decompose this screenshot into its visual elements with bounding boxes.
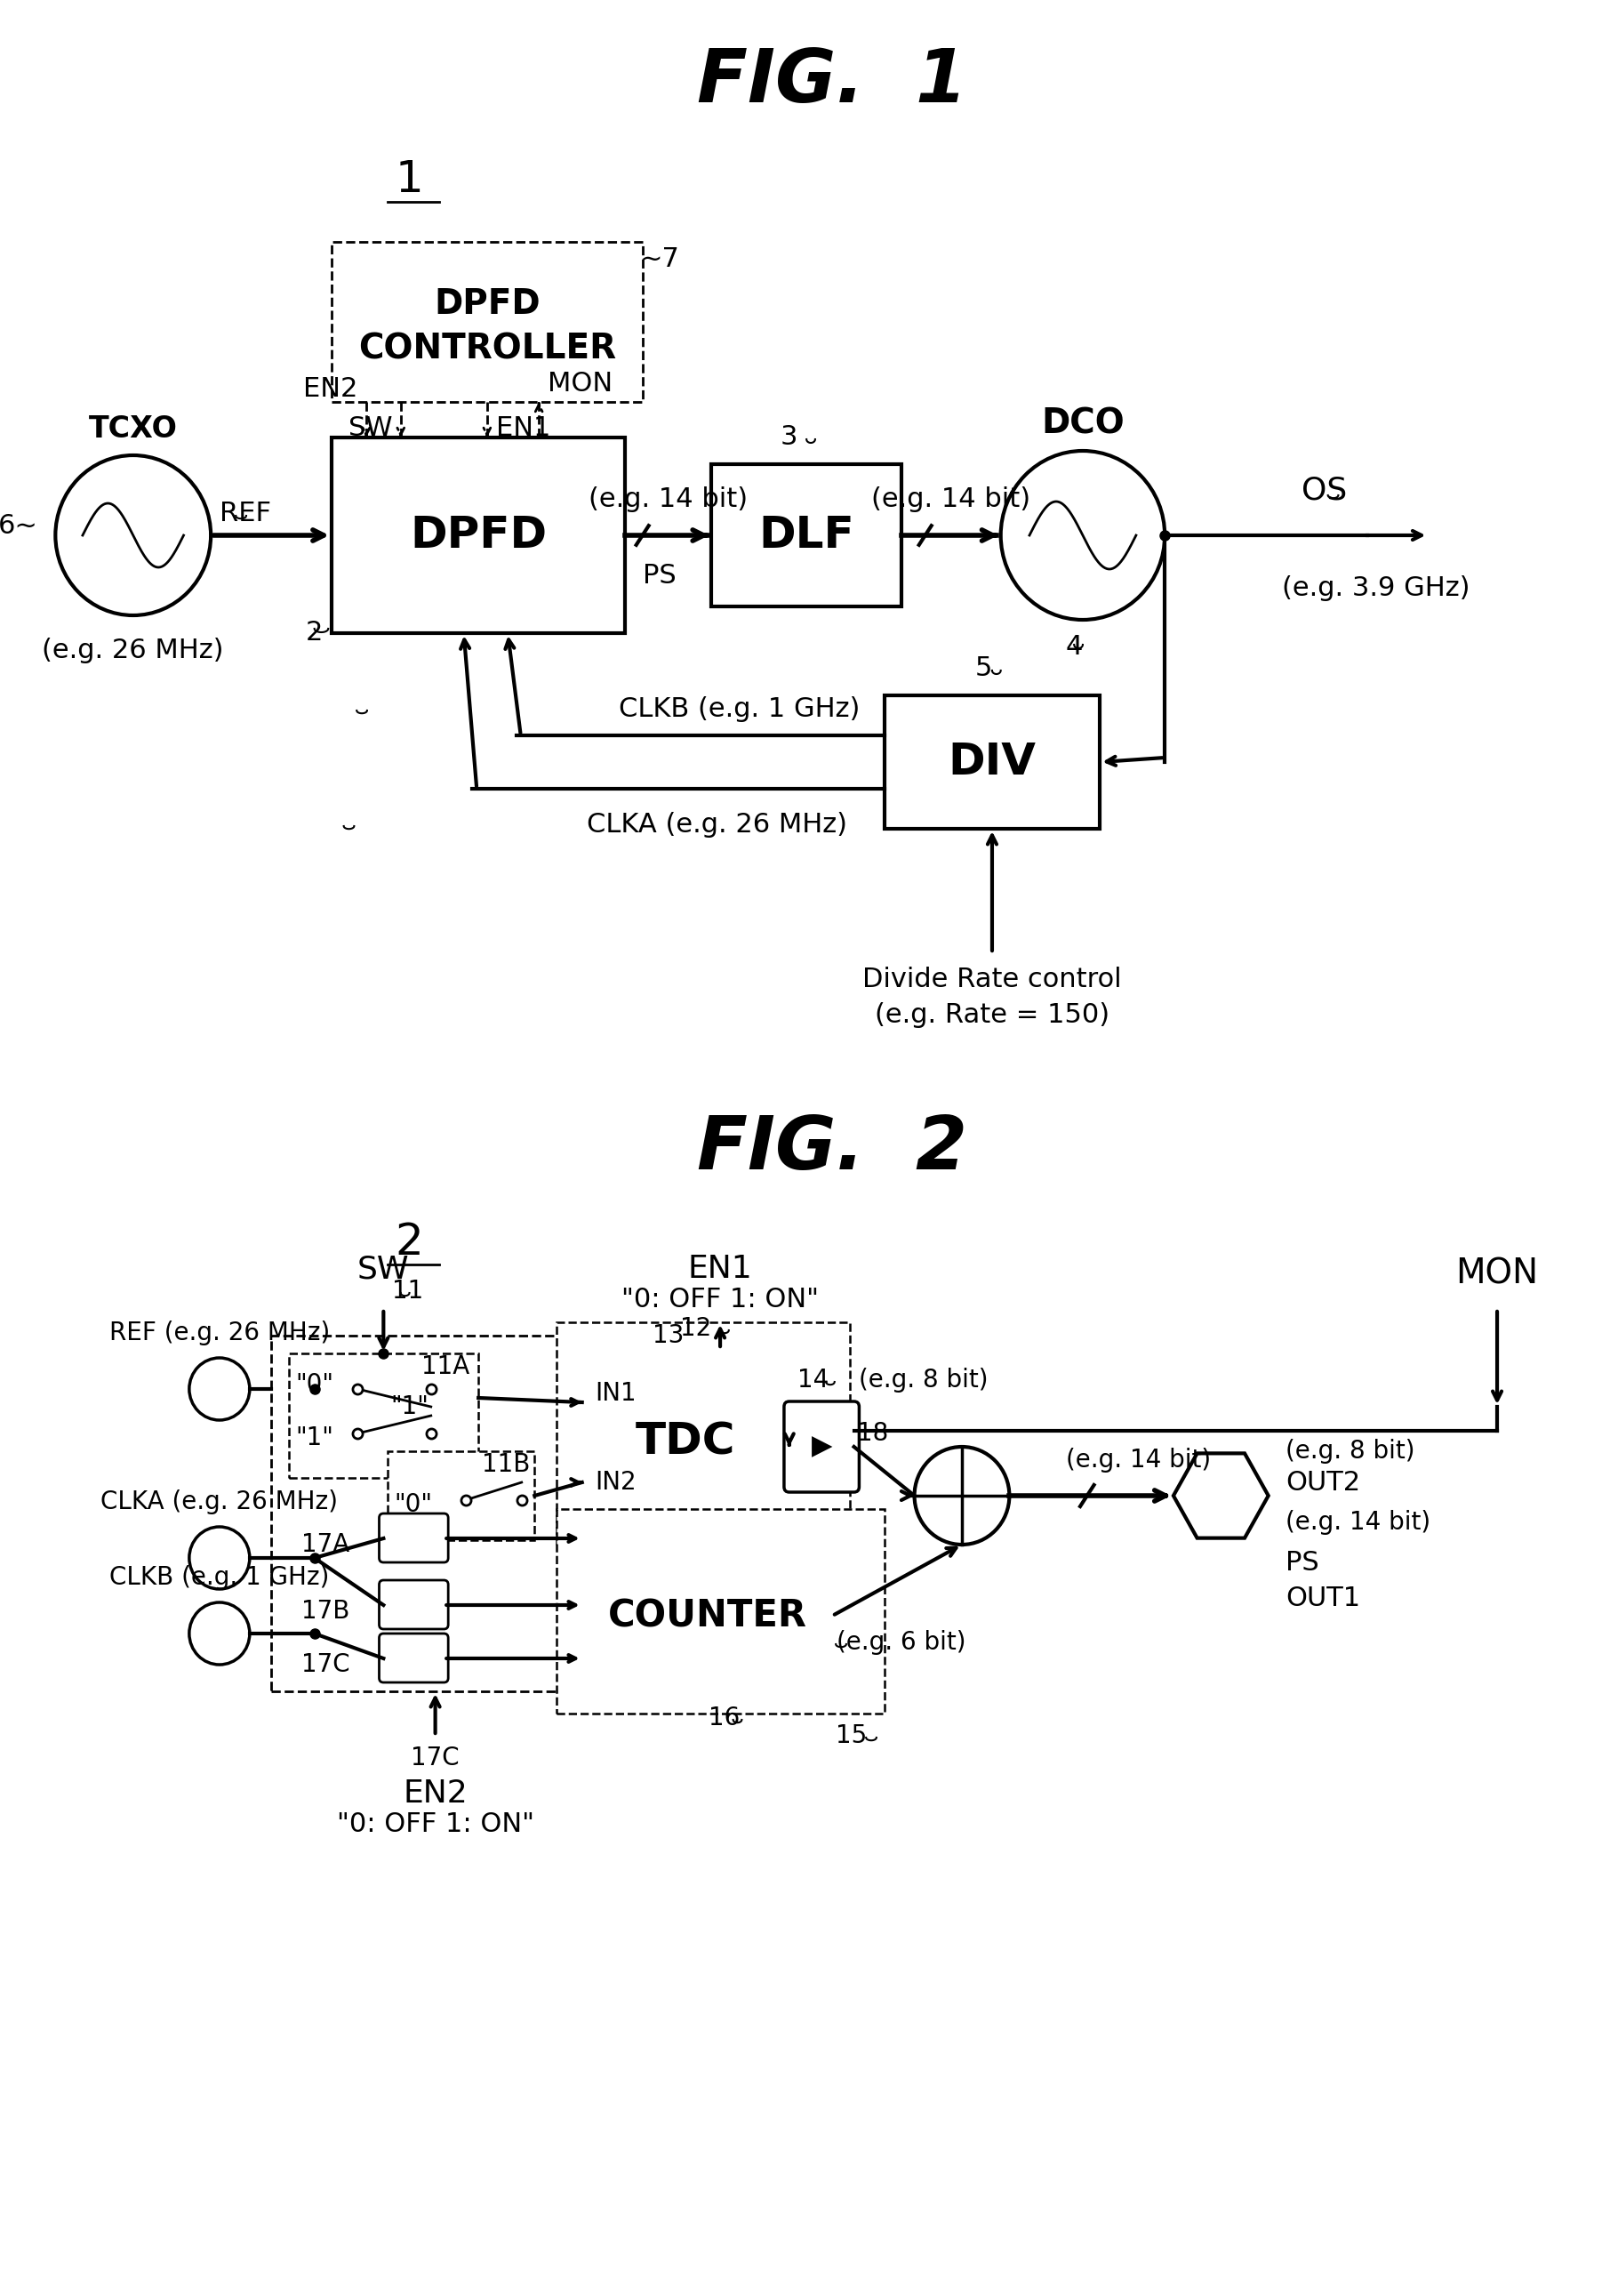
FancyBboxPatch shape — [332, 439, 625, 634]
Text: (e.g. 14 bit): (e.g. 14 bit) — [589, 487, 748, 512]
Text: CLKA (e.g. 26 MHz): CLKA (e.g. 26 MHz) — [587, 810, 848, 838]
Circle shape — [914, 1446, 1010, 1545]
Text: COUNTER: COUNTER — [608, 1598, 807, 1635]
Text: 5: 5 — [976, 657, 992, 682]
Text: 3: 3 — [780, 425, 798, 450]
Text: SW: SW — [358, 1254, 409, 1283]
Text: IN2: IN2 — [595, 1469, 636, 1495]
FancyBboxPatch shape — [785, 1401, 859, 1492]
Text: CONTROLLER: CONTROLLER — [358, 331, 616, 365]
Circle shape — [189, 1527, 249, 1589]
FancyBboxPatch shape — [388, 1451, 534, 1541]
FancyBboxPatch shape — [272, 1336, 634, 1692]
FancyBboxPatch shape — [557, 1322, 849, 1545]
Text: EN1: EN1 — [495, 416, 550, 441]
Text: (e.g. 3.9 GHz): (e.g. 3.9 GHz) — [1281, 576, 1471, 602]
Text: "1": "1" — [390, 1394, 429, 1419]
Text: CLKA (e.g. 26 MHz): CLKA (e.g. 26 MHz) — [100, 1490, 338, 1515]
Text: (e.g. 14 bit): (e.g. 14 bit) — [1066, 1449, 1212, 1472]
Text: (e.g. Rate = 150): (e.g. Rate = 150) — [875, 1003, 1110, 1029]
Text: 17A: 17A — [301, 1531, 349, 1557]
Text: EN2: EN2 — [303, 377, 358, 402]
Text: 2: 2 — [395, 1221, 424, 1263]
Text: 17C: 17C — [301, 1653, 349, 1676]
Text: 6~: 6~ — [0, 514, 39, 540]
FancyBboxPatch shape — [557, 1508, 883, 1713]
Text: MON: MON — [547, 372, 613, 397]
Text: CLKB (e.g. 1 GHz): CLKB (e.g. 1 GHz) — [618, 696, 859, 721]
Text: PS: PS — [1286, 1550, 1319, 1575]
Text: (e.g. 6 bit): (e.g. 6 bit) — [837, 1630, 966, 1655]
Text: 13: 13 — [652, 1322, 684, 1348]
Text: 11A: 11A — [422, 1355, 469, 1380]
Text: OUT2: OUT2 — [1286, 1469, 1361, 1495]
Text: FIG.  2: FIG. 2 — [697, 1114, 968, 1185]
Text: "0: OFF 1: ON": "0: OFF 1: ON" — [337, 1812, 534, 1837]
Circle shape — [1002, 450, 1165, 620]
Text: DPFD: DPFD — [409, 514, 547, 556]
Text: (e.g. 14 bit): (e.g. 14 bit) — [1286, 1511, 1430, 1534]
Text: TDC: TDC — [636, 1421, 736, 1463]
Text: DIV: DIV — [948, 742, 1036, 783]
Text: IN1: IN1 — [595, 1380, 636, 1405]
Text: FIG.  1: FIG. 1 — [697, 46, 968, 117]
Text: REF: REF — [220, 501, 272, 526]
Text: CLKB (e.g. 1 GHz): CLKB (e.g. 1 GHz) — [110, 1566, 330, 1589]
FancyBboxPatch shape — [883, 696, 1100, 829]
FancyBboxPatch shape — [288, 1352, 479, 1479]
Text: "0: OFF 1: ON": "0: OFF 1: ON" — [621, 1288, 819, 1313]
Text: 14: 14 — [798, 1368, 828, 1394]
Text: 18: 18 — [858, 1421, 888, 1446]
Circle shape — [55, 455, 210, 615]
Text: 11B: 11B — [482, 1451, 531, 1476]
Text: 17C: 17C — [411, 1745, 460, 1770]
Text: 4: 4 — [1066, 634, 1082, 659]
FancyBboxPatch shape — [582, 1362, 790, 1522]
Text: 16: 16 — [709, 1706, 739, 1731]
Text: Divide Rate control: Divide Rate control — [862, 967, 1121, 992]
Text: DCO: DCO — [1040, 406, 1125, 441]
Text: (e.g. 26 MHz): (e.g. 26 MHz) — [42, 638, 223, 664]
Text: "1": "1" — [296, 1426, 333, 1451]
Text: (e.g. 14 bit): (e.g. 14 bit) — [872, 487, 1031, 512]
Text: 15: 15 — [835, 1724, 867, 1747]
FancyBboxPatch shape — [332, 241, 642, 402]
Text: (e.g. 8 bit): (e.g. 8 bit) — [859, 1368, 987, 1394]
Text: ▶: ▶ — [811, 1435, 832, 1460]
FancyBboxPatch shape — [379, 1580, 448, 1630]
FancyBboxPatch shape — [712, 464, 901, 606]
FancyBboxPatch shape — [379, 1632, 448, 1683]
Text: OUT1: OUT1 — [1286, 1584, 1361, 1612]
Text: "0": "0" — [395, 1492, 432, 1518]
FancyBboxPatch shape — [582, 1541, 832, 1692]
Text: MON: MON — [1456, 1256, 1539, 1290]
Text: 12: 12 — [680, 1316, 712, 1341]
Text: OS: OS — [1302, 475, 1348, 505]
Text: ~7: ~7 — [639, 246, 680, 273]
Text: REF (e.g. 26 MHz): REF (e.g. 26 MHz) — [108, 1320, 330, 1345]
Text: EN2: EN2 — [403, 1779, 468, 1809]
Text: EN1: EN1 — [688, 1254, 752, 1283]
Text: SW: SW — [348, 416, 392, 441]
Text: 11: 11 — [392, 1279, 424, 1304]
Text: 1: 1 — [395, 158, 424, 202]
FancyBboxPatch shape — [379, 1513, 448, 1561]
Circle shape — [189, 1357, 249, 1421]
Text: 17B: 17B — [301, 1598, 349, 1623]
Text: (e.g. 8 bit): (e.g. 8 bit) — [1286, 1440, 1416, 1463]
Text: PS: PS — [642, 563, 676, 588]
Text: 2: 2 — [306, 620, 324, 645]
Text: "0": "0" — [296, 1373, 333, 1396]
Text: DLF: DLF — [759, 514, 854, 556]
Circle shape — [189, 1603, 249, 1665]
Text: DPFD: DPFD — [434, 287, 540, 321]
Text: TCXO: TCXO — [89, 413, 178, 443]
